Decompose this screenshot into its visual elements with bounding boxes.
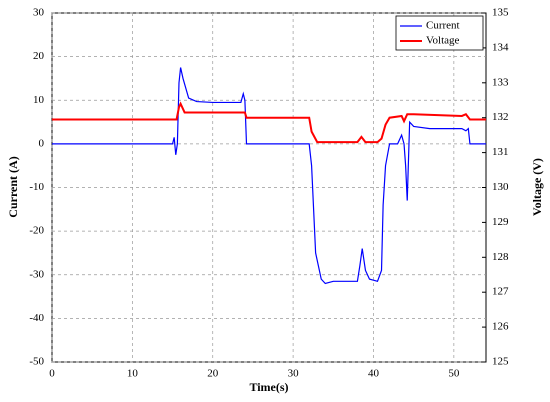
x-tick-label: 20 bbox=[207, 368, 219, 380]
y2-tick-label: 131 bbox=[492, 146, 509, 158]
y2-tick-label: 126 bbox=[492, 321, 509, 333]
legend-label: Voltage bbox=[426, 35, 460, 47]
y-tick-label: -30 bbox=[29, 268, 44, 280]
x-tick-label: 0 bbox=[49, 368, 55, 380]
y-tick-label: 20 bbox=[33, 50, 45, 62]
legend-label: Current bbox=[426, 20, 460, 32]
y2-axis-title: Voltage (V) bbox=[530, 158, 544, 216]
y2-tick-label: 129 bbox=[492, 216, 509, 228]
x-axis-title: Time(s) bbox=[249, 380, 288, 394]
y2-tick-label: 134 bbox=[492, 41, 509, 53]
x-tick-label: 10 bbox=[127, 368, 139, 380]
series-line bbox=[52, 101, 486, 144]
y2-tick-label: 125 bbox=[492, 356, 509, 368]
x-tick-label: 50 bbox=[448, 368, 460, 380]
x-tick-label: 30 bbox=[288, 368, 300, 380]
y-tick-label: -40 bbox=[29, 312, 44, 324]
legend-box bbox=[395, 15, 484, 51]
y2-tick-label: 128 bbox=[492, 251, 509, 263]
y-tick-label: 30 bbox=[33, 7, 45, 19]
x-tick-label: 40 bbox=[368, 368, 380, 380]
y-tick-label: -50 bbox=[29, 356, 44, 368]
series-line bbox=[52, 67, 486, 285]
y-tick-label: -10 bbox=[29, 181, 44, 193]
y2-tick-label: 130 bbox=[492, 181, 509, 193]
y-axis-title: Current (A) bbox=[6, 156, 20, 217]
y2-tick-label: 133 bbox=[492, 76, 509, 88]
y2-tick-label: 127 bbox=[492, 286, 509, 298]
y-tick-label: 10 bbox=[33, 94, 45, 106]
y-tick-label: -20 bbox=[29, 225, 44, 237]
y2-tick-label: 135 bbox=[492, 7, 509, 19]
y-tick-label: 0 bbox=[39, 137, 45, 149]
y2-tick-label: 132 bbox=[492, 111, 509, 123]
